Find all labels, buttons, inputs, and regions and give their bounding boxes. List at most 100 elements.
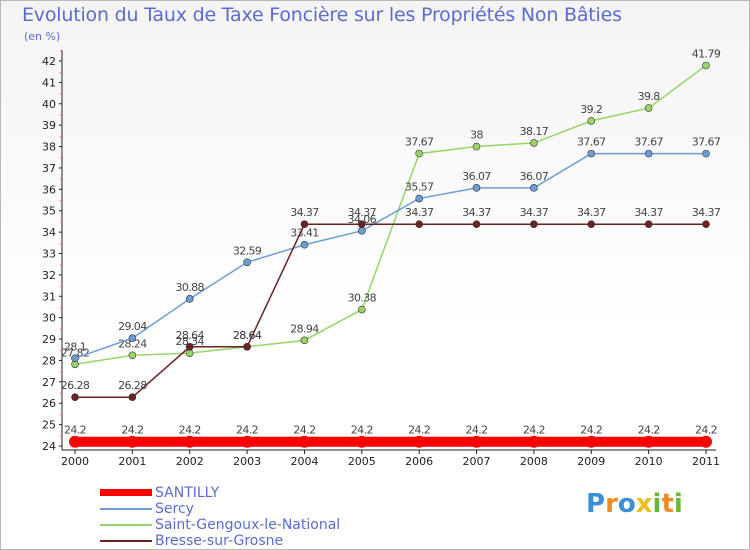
x-tick-label: 2005: [348, 455, 376, 468]
data-label-3: 26.28: [61, 379, 90, 392]
data-point-2: [644, 104, 653, 112]
y-tick-label: 27: [42, 376, 56, 389]
data-label-3: 34.37: [692, 206, 721, 219]
legend-label: SANTILLY: [155, 484, 220, 501]
data-point-3: [702, 220, 710, 228]
data-point-1: [644, 149, 653, 158]
y-tick-label: 39: [42, 119, 56, 132]
legend-item: Sercy: [100, 500, 194, 517]
data-point-1: [530, 184, 538, 192]
data-label-1: 35.57: [405, 181, 434, 194]
data-point-1: [128, 334, 137, 343]
data-point-1: [472, 184, 481, 192]
data-point-0: [355, 435, 368, 448]
y-tick-label: 31: [42, 290, 56, 303]
x-tick-label: 2008: [520, 455, 548, 468]
data-label-2: 30.38: [348, 292, 377, 305]
x-tick-label: 2004: [290, 455, 318, 468]
y-tick-label: 24: [42, 440, 56, 453]
x-tick-label: 2002: [176, 455, 204, 468]
legend-item: SANTILLY: [100, 484, 220, 501]
unit-label: (en %): [24, 30, 61, 43]
x-tick-label: 2000: [61, 455, 89, 468]
data-label-0: 24.2: [121, 424, 143, 437]
data-label-3: 34.37: [290, 206, 319, 219]
data-label-2: 28.34: [175, 335, 204, 348]
data-point-1: [587, 149, 596, 158]
data-label-1: 32.59: [233, 244, 262, 257]
legend-label: Bresse-sur-Grosne: [155, 532, 284, 549]
x-tick-label: 2006: [405, 455, 433, 468]
data-label-2: 37.67: [405, 136, 434, 149]
data-point-3: [71, 393, 79, 402]
data-point-2: [472, 142, 481, 151]
data-point-3: [587, 220, 596, 228]
x-tick-label: 2009: [577, 455, 605, 468]
data-label-0: 24.2: [64, 424, 86, 437]
data-point-2: [530, 139, 538, 147]
data-point-2: [587, 117, 596, 125]
y-tick-label: 33: [42, 248, 56, 261]
data-point-2: [358, 305, 366, 314]
data-point-0: [470, 435, 483, 448]
data-label-1: 37.67: [634, 136, 663, 149]
legend-label: Sercy: [155, 500, 194, 517]
data-label-3: 28.64: [233, 329, 262, 342]
data-point-3: [644, 220, 653, 228]
data-label-3: 28.64: [175, 329, 204, 342]
y-tick-label: 35: [42, 205, 56, 218]
data-point-1: [185, 295, 194, 303]
legend-item: Bresse-sur-Grosne: [100, 532, 284, 549]
data-point-3: [185, 342, 194, 351]
y-tick-label: 30: [42, 312, 56, 325]
x-tick-label: 2011: [692, 455, 720, 468]
data-label-3: 34.37: [577, 206, 606, 219]
data-label-2: 39.8: [638, 90, 661, 103]
data-label-3: 34.37: [634, 206, 663, 219]
data-label-1: 36.07: [462, 170, 491, 183]
data-label-3: 26.28: [118, 379, 147, 392]
data-label-0: 24.2: [351, 424, 373, 437]
data-label-1: 36.07: [520, 170, 549, 183]
data-label-1: 37.67: [692, 136, 721, 149]
data-point-3: [300, 220, 309, 228]
series-line-2: [74, 64, 707, 366]
data-point-1: [358, 227, 366, 235]
series-line-3: [75, 223, 706, 398]
data-point-3: [243, 342, 251, 351]
data-point-1: [702, 149, 710, 158]
data-point-0: [126, 435, 139, 448]
data-point-0: [69, 435, 81, 448]
y-tick-label: 26: [42, 397, 56, 410]
data-label-2: 28.94: [290, 322, 319, 335]
y-tick-label: 42: [42, 55, 56, 68]
data-point-1: [415, 194, 423, 203]
data-label-0: 24.2: [236, 424, 258, 437]
data-label-3: 34.37: [405, 206, 434, 219]
y-tick-label: 29: [42, 333, 56, 346]
legend-swatch: [100, 523, 152, 526]
data-label-1: 28.1: [64, 340, 86, 353]
data-label-0: 24.2: [293, 424, 315, 437]
data-label-2: 38.17: [520, 125, 549, 138]
data-point-3: [472, 220, 481, 228]
data-label-1: 30.88: [175, 281, 204, 294]
x-tick-label: 2003: [233, 455, 261, 468]
data-label-2: 28.64: [233, 329, 262, 342]
data-point-3: [415, 220, 423, 228]
y-tick-label: 37: [42, 162, 56, 175]
y-tick-label: 41: [42, 76, 56, 89]
y-tick-label: 25: [42, 419, 56, 432]
data-point-2: [128, 351, 137, 360]
data-point-2: [185, 349, 194, 357]
legend-swatch: [100, 489, 152, 496]
data-label-2: 41.79: [692, 47, 721, 60]
logo-letter: x: [635, 489, 653, 519]
data-point-1: [300, 240, 309, 249]
data-point-0: [527, 435, 540, 448]
line-chart: 24 25 26 27 28 29 30 31 32 33 34 35 36 37 38 39 40 41 42 20…: [42, 47, 721, 468]
data-label-3: 34.37: [348, 206, 377, 219]
series-line-1: [74, 152, 706, 360]
data-point-3: [358, 220, 366, 228]
data-label-1: 33.41: [290, 227, 319, 240]
